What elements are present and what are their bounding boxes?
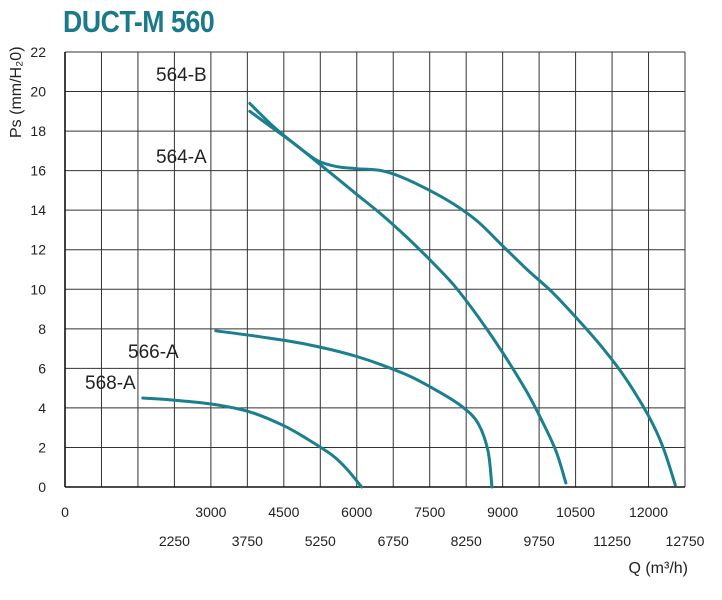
y-tick-label: 12	[30, 242, 46, 258]
x-tick-label: 5250	[305, 533, 336, 549]
x-tick-label: 9000	[487, 504, 518, 520]
tick-labels: 0 2 4 6 8 10 12 14 16 18 20 22 0 3000 4500 6000 7500 9000…	[30, 44, 704, 549]
y-tick-label: 16	[30, 163, 46, 179]
x-tick-label: 0	[61, 504, 69, 520]
grid	[64, 51, 686, 488]
y-tick-label: 2	[38, 439, 46, 455]
y-tick-label: 20	[30, 84, 46, 100]
y-tick-label: 0	[38, 479, 46, 495]
x-tick-label: 12750	[666, 533, 705, 549]
y-tick-label: 14	[30, 202, 46, 218]
curve-label-564-B: 564-B	[156, 65, 207, 86]
x-tick-label: 6000	[341, 504, 372, 520]
y-tick-label: 4	[38, 400, 46, 416]
curve-label-568-A: 568-A	[85, 373, 136, 394]
curve-label-566-A: 566-A	[128, 342, 179, 363]
x-tick-label: 9750	[524, 533, 555, 549]
chart-title: DUCT-M 560	[63, 4, 215, 39]
axes	[64, 52, 685, 488]
series-line-564-B	[248, 101, 677, 487]
series-group	[141, 101, 677, 489]
y-axis-label: Ps (mm/H₂0)	[8, 46, 25, 138]
series-line-566-A	[214, 329, 494, 489]
y-tick-label: 8	[38, 321, 46, 337]
curve-label-564-A: 564-A	[156, 147, 207, 168]
series-line-568-A	[141, 396, 364, 489]
y-tick-label: 10	[30, 281, 46, 297]
x-tick-label: 3750	[232, 533, 263, 549]
x-tick-label: 7500	[414, 504, 445, 520]
series-line-564-A	[248, 109, 568, 485]
y-tick-label: 18	[30, 123, 46, 139]
x-tick-label: 8250	[451, 533, 482, 549]
x-tick-label: 11250	[593, 533, 631, 549]
x-tick-label: 6750	[378, 533, 409, 549]
y-tick-label: 6	[38, 360, 46, 376]
x-axis-label: Q (m³/h)	[628, 560, 688, 577]
x-tick-label: 3000	[195, 504, 226, 520]
x-tick-label: 2250	[159, 533, 190, 549]
y-tick-label: 22	[30, 44, 46, 60]
x-tick-label: 4500	[268, 504, 299, 520]
x-tick-label: 12000	[629, 504, 668, 520]
x-tick-label: 10500	[556, 504, 595, 520]
